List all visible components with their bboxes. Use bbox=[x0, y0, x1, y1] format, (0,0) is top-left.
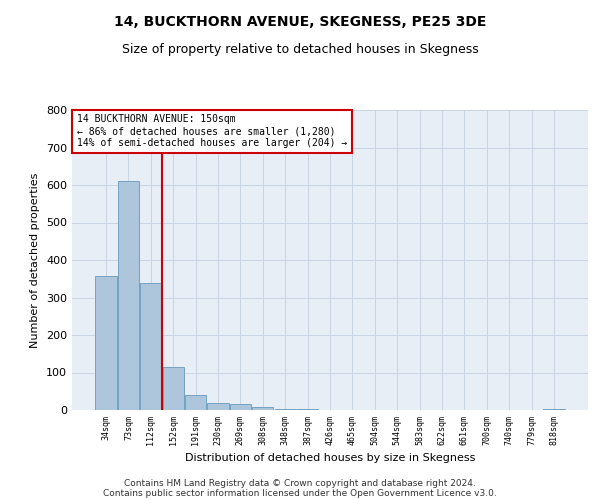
Bar bbox=[140, 283, 161, 410]
Bar bbox=[252, 407, 274, 410]
Text: 14, BUCKTHORN AVENUE, SKEGNESS, PE25 3DE: 14, BUCKTHORN AVENUE, SKEGNESS, PE25 3DE bbox=[114, 15, 486, 29]
Bar bbox=[543, 408, 565, 410]
Text: Contains public sector information licensed under the Open Government Licence v3: Contains public sector information licen… bbox=[103, 488, 497, 498]
Bar bbox=[185, 395, 206, 410]
X-axis label: Distribution of detached houses by size in Skegness: Distribution of detached houses by size … bbox=[185, 453, 475, 463]
Y-axis label: Number of detached properties: Number of detached properties bbox=[31, 172, 40, 348]
Bar bbox=[118, 181, 139, 410]
Bar bbox=[95, 276, 117, 410]
Bar bbox=[163, 367, 184, 410]
Bar bbox=[297, 409, 318, 410]
Text: Size of property relative to detached houses in Skegness: Size of property relative to detached ho… bbox=[122, 42, 478, 56]
Text: 14 BUCKTHORN AVENUE: 150sqm
← 86% of detached houses are smaller (1,280)
14% of : 14 BUCKTHORN AVENUE: 150sqm ← 86% of det… bbox=[77, 114, 347, 148]
Bar bbox=[208, 402, 229, 410]
Bar bbox=[230, 404, 251, 410]
Text: Contains HM Land Registry data © Crown copyright and database right 2024.: Contains HM Land Registry data © Crown c… bbox=[124, 478, 476, 488]
Bar bbox=[275, 408, 296, 410]
